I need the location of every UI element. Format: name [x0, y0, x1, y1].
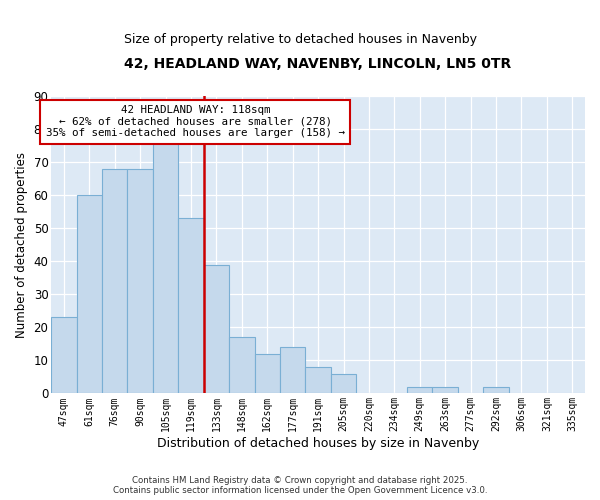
- Text: Contains HM Land Registry data © Crown copyright and database right 2025.
Contai: Contains HM Land Registry data © Crown c…: [113, 476, 487, 495]
- Text: 42 HEADLAND WAY: 118sqm
← 62% of detached houses are smaller (278)
35% of semi-d: 42 HEADLAND WAY: 118sqm ← 62% of detache…: [46, 105, 345, 138]
- Bar: [153, 142, 178, 394]
- Title: 42, HEADLAND WAY, NAVENBY, LINCOLN, LN5 0TR: 42, HEADLAND WAY, NAVENBY, LINCOLN, LN5 …: [124, 58, 512, 71]
- Bar: [331, 374, 356, 394]
- Bar: [254, 354, 280, 394]
- Bar: [305, 367, 331, 394]
- Bar: [77, 196, 102, 394]
- Text: Size of property relative to detached houses in Navenby: Size of property relative to detached ho…: [124, 32, 476, 46]
- Bar: [407, 387, 433, 394]
- X-axis label: Distribution of detached houses by size in Navenby: Distribution of detached houses by size …: [157, 437, 479, 450]
- Bar: [51, 318, 77, 394]
- Bar: [484, 387, 509, 394]
- Bar: [102, 169, 127, 394]
- Bar: [433, 387, 458, 394]
- Bar: [204, 264, 229, 394]
- Bar: [229, 338, 254, 394]
- Bar: [178, 218, 204, 394]
- Y-axis label: Number of detached properties: Number of detached properties: [15, 152, 28, 338]
- Bar: [280, 347, 305, 394]
- Bar: [127, 169, 153, 394]
